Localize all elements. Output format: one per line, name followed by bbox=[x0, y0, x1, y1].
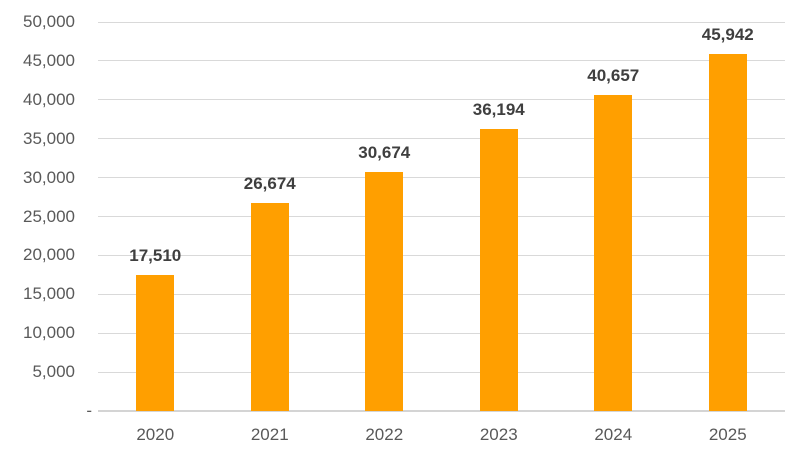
x-tick-label: 2023 bbox=[479, 425, 518, 444]
bar-2022 bbox=[365, 172, 404, 411]
y-tick-label: 30,000 bbox=[23, 167, 75, 187]
bar-2020 bbox=[136, 274, 175, 411]
y-tick-label: 10,000 bbox=[23, 323, 75, 343]
gridline bbox=[98, 177, 785, 179]
y-tick-label: 45,000 bbox=[23, 50, 75, 70]
bar-2023 bbox=[479, 129, 518, 411]
y-tick-label: 35,000 bbox=[23, 128, 75, 148]
bar-2025 bbox=[708, 53, 747, 411]
gridline bbox=[98, 293, 785, 295]
y-tick-label: 50,000 bbox=[23, 12, 75, 31]
gridline bbox=[98, 21, 785, 23]
x-tick-label: 2021 bbox=[250, 425, 289, 444]
gridline bbox=[98, 216, 785, 217]
y-tick-label: 40,000 bbox=[23, 89, 75, 109]
gridline bbox=[98, 254, 785, 256]
bar-value-label: 40,657 bbox=[587, 65, 640, 85]
bar-value-label: 45,942 bbox=[701, 24, 754, 44]
bar-2024 bbox=[594, 94, 633, 411]
bar-value-label: 26,674 bbox=[243, 174, 296, 194]
bar-value-label: 36,194 bbox=[472, 100, 525, 120]
x-tick-label: 2020 bbox=[136, 425, 175, 444]
bar-value-label: 17,510 bbox=[129, 245, 182, 265]
y-tick-label: 15,000 bbox=[23, 284, 75, 304]
x-tick-label: 2024 bbox=[594, 425, 633, 444]
x-axis-line bbox=[98, 410, 785, 412]
gridline bbox=[98, 371, 785, 373]
gridline bbox=[98, 60, 785, 62]
y-tick-label: - bbox=[86, 401, 92, 420]
bar-2021 bbox=[250, 203, 289, 411]
y-tick-label: 5,000 bbox=[32, 362, 75, 382]
bar-value-label: 30,674 bbox=[358, 143, 411, 163]
x-tick-label: 2025 bbox=[708, 425, 747, 444]
y-tick-label: 20,000 bbox=[23, 245, 75, 265]
gridline bbox=[98, 138, 785, 140]
gridline bbox=[98, 99, 785, 101]
y-tick-label: 25,000 bbox=[23, 206, 75, 226]
x-tick-label: 2022 bbox=[365, 425, 404, 444]
gridline bbox=[98, 332, 785, 334]
